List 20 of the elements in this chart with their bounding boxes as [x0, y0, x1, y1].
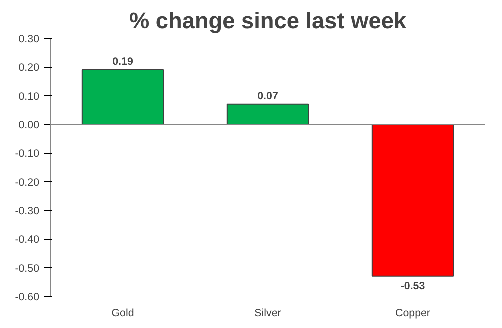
y-tick-label: -0.50 — [15, 262, 40, 275]
y-tick-label: 0.00 — [18, 120, 40, 132]
bar — [82, 70, 164, 125]
data-label: 0.19 — [112, 56, 134, 68]
y-tick-label: -0.20 — [15, 176, 40, 189]
y-tick-label: 0.10 — [18, 90, 40, 103]
y-tick-label: -0.40 — [15, 234, 40, 246]
chart-title: % change since last week — [129, 8, 407, 34]
y-tick-label: 0.30 — [18, 34, 40, 46]
y-tick-label: -0.10 — [15, 148, 40, 160]
x-tick-label: Gold — [112, 308, 134, 320]
bar — [226, 104, 310, 125]
y-tick-label: -0.30 — [15, 206, 40, 218]
y-tick-label: -0.60 — [15, 292, 40, 304]
data-label: -0.53 — [400, 280, 426, 292]
y-tick-label: 0.20 — [18, 62, 40, 74]
x-tick-label: Copper — [396, 308, 431, 320]
data-label: 0.07 — [258, 90, 278, 102]
bar — [372, 124, 454, 277]
x-tick-label: Silver — [254, 308, 282, 320]
